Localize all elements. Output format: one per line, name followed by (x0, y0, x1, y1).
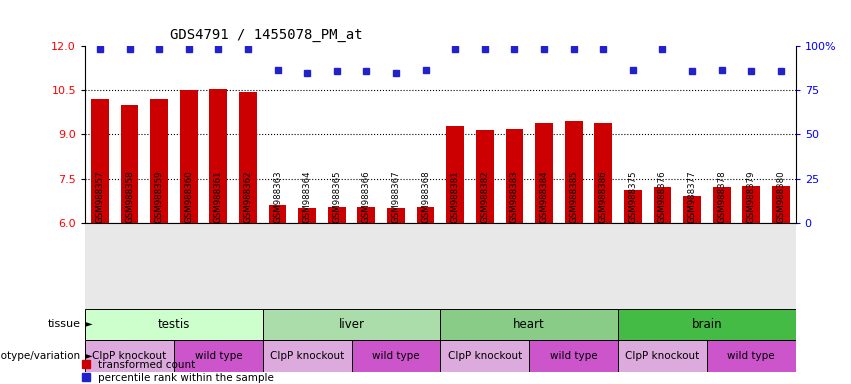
Text: liver: liver (339, 318, 364, 331)
FancyBboxPatch shape (441, 309, 618, 340)
Bar (565, 121, 582, 223)
Text: ClpP knockout: ClpP knockout (93, 351, 167, 361)
FancyBboxPatch shape (529, 340, 618, 372)
Bar (654, 187, 671, 223)
Bar (446, 126, 464, 223)
Bar (713, 187, 730, 223)
Text: ClpP knockout: ClpP knockout (448, 351, 522, 361)
Text: wild type: wild type (728, 351, 775, 361)
Text: testis: testis (157, 318, 190, 331)
Bar (535, 122, 553, 223)
FancyBboxPatch shape (618, 309, 796, 340)
Bar (151, 99, 168, 223)
Bar (683, 196, 701, 223)
Legend: transformed count, percentile rank within the sample: transformed count, percentile rank withi… (82, 359, 274, 382)
Bar (91, 99, 109, 223)
Bar (121, 105, 139, 223)
FancyBboxPatch shape (85, 309, 263, 340)
FancyBboxPatch shape (263, 340, 351, 372)
Text: GDS4791 / 1455078_PM_at: GDS4791 / 1455078_PM_at (170, 28, 363, 42)
Bar (772, 186, 790, 223)
Text: brain: brain (692, 318, 722, 331)
Bar (387, 208, 405, 223)
Text: ClpP knockout: ClpP knockout (270, 351, 345, 361)
Bar (239, 92, 257, 223)
FancyBboxPatch shape (618, 340, 707, 372)
Bar (476, 130, 494, 223)
FancyBboxPatch shape (707, 340, 796, 372)
Bar (328, 207, 346, 223)
Bar (624, 190, 642, 223)
Bar (742, 186, 760, 223)
Bar (357, 207, 375, 223)
Text: genotype/variation: genotype/variation (0, 351, 81, 361)
Bar (180, 90, 197, 223)
Bar (417, 207, 435, 223)
Bar (269, 205, 287, 223)
Text: ►: ► (82, 319, 92, 329)
Bar (594, 122, 612, 223)
Bar (209, 89, 227, 223)
FancyBboxPatch shape (85, 340, 174, 372)
Text: ClpP knockout: ClpP knockout (625, 351, 700, 361)
Text: wild type: wild type (372, 351, 420, 361)
Text: tissue: tissue (48, 319, 81, 329)
Text: ►: ► (82, 351, 92, 361)
FancyBboxPatch shape (174, 340, 263, 372)
FancyBboxPatch shape (351, 340, 441, 372)
FancyBboxPatch shape (441, 340, 529, 372)
Bar (298, 208, 316, 223)
Text: wild type: wild type (550, 351, 597, 361)
Text: wild type: wild type (195, 351, 243, 361)
Bar (505, 129, 523, 223)
Text: heart: heart (513, 318, 545, 331)
FancyBboxPatch shape (263, 309, 441, 340)
